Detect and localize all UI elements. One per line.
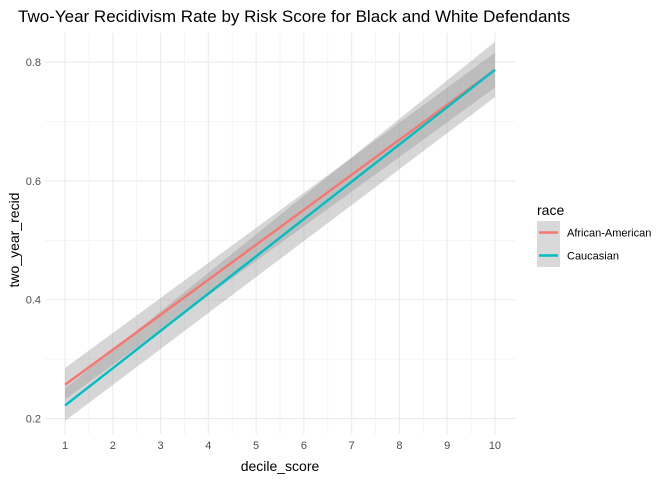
x-tick-label: 5 xyxy=(253,440,259,452)
line-caucasian xyxy=(64,68,496,407)
x-axis-title: decile_score xyxy=(241,458,320,474)
legend-title: race xyxy=(537,202,564,218)
y-tick-label: 0.2 xyxy=(26,414,41,426)
x-tick-label: 9 xyxy=(444,440,450,452)
x-tick-label: 2 xyxy=(110,440,116,452)
confidence-band-caucasian xyxy=(65,41,495,421)
x-tick-label: 3 xyxy=(158,440,164,452)
x-tick-label: 8 xyxy=(396,440,402,452)
legend-label-african-american: African-American xyxy=(567,228,651,240)
y-tick-label: 0.6 xyxy=(26,176,41,188)
x-tick-label: 4 xyxy=(205,440,211,452)
chart-title: Two-Year Recidivism Rate by Risk Score f… xyxy=(18,7,570,26)
x-tick-label: 7 xyxy=(349,440,355,452)
x-tick-label: 1 xyxy=(62,440,68,452)
x-axis: 1 2 3 4 5 6 7 8 9 10 xyxy=(62,440,501,452)
y-axis-title: two_year_recid xyxy=(6,193,22,288)
line-african-american xyxy=(64,68,496,386)
legend-label-caucasian: Caucasian xyxy=(567,251,619,263)
y-axis: 0.2 0.4 0.6 0.8 xyxy=(26,57,41,425)
legend: race African-American Caucasian xyxy=(537,202,651,267)
y-tick-label: 0.8 xyxy=(26,57,41,69)
y-tick-label: 0.4 xyxy=(26,295,41,307)
x-tick-label: 6 xyxy=(301,440,307,452)
plot-panel xyxy=(45,33,515,434)
x-tick-label: 10 xyxy=(489,440,501,452)
